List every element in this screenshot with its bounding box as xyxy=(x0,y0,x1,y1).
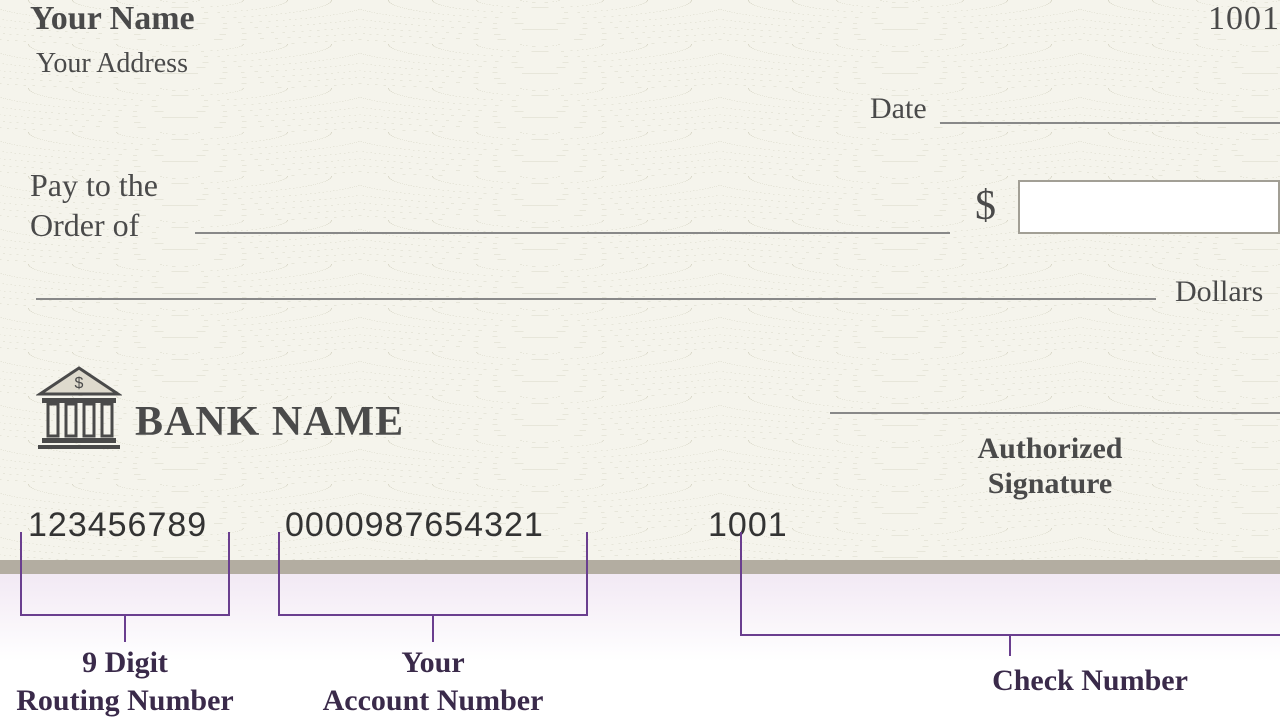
account-holder-address: Your Address xyxy=(36,48,188,80)
account-callout-label: Your Account Number xyxy=(293,644,573,719)
dollars-label: Dollars xyxy=(1175,275,1263,309)
pay-to-label: Pay to the Order of xyxy=(30,165,158,245)
account-holder-name: Your Name xyxy=(30,0,195,38)
checknum-callout-label: Check Number xyxy=(940,662,1240,700)
micr-check-number: 1001 xyxy=(708,506,788,545)
signature-line xyxy=(830,412,1280,414)
check-background: Your Name Your Address 1001 Date Pay to … xyxy=(0,0,1280,580)
payee-line xyxy=(195,232,950,234)
check-bottom-stripe xyxy=(0,560,1280,574)
date-line xyxy=(940,122,1280,124)
micr-account-number: 0000987654321 xyxy=(285,506,544,545)
routing-callout-label: 9 Digit Routing Number xyxy=(0,644,260,719)
checknum-bracket xyxy=(740,634,1280,636)
routing-bracket xyxy=(20,614,230,616)
check-number-top: 1001 xyxy=(1208,0,1280,38)
bank-name: BANK NAME xyxy=(135,398,404,446)
signature-label: Authorized Signature xyxy=(970,432,1130,501)
written-amount-line xyxy=(36,298,1156,300)
svg-text:$: $ xyxy=(75,375,84,392)
date-label: Date xyxy=(870,92,927,126)
account-bracket xyxy=(278,614,588,616)
micr-routing-number: 123456789 xyxy=(28,506,207,545)
amount-box xyxy=(1018,180,1280,234)
dollar-sign: $ xyxy=(975,182,996,230)
bank-icon: $ xyxy=(36,366,122,455)
